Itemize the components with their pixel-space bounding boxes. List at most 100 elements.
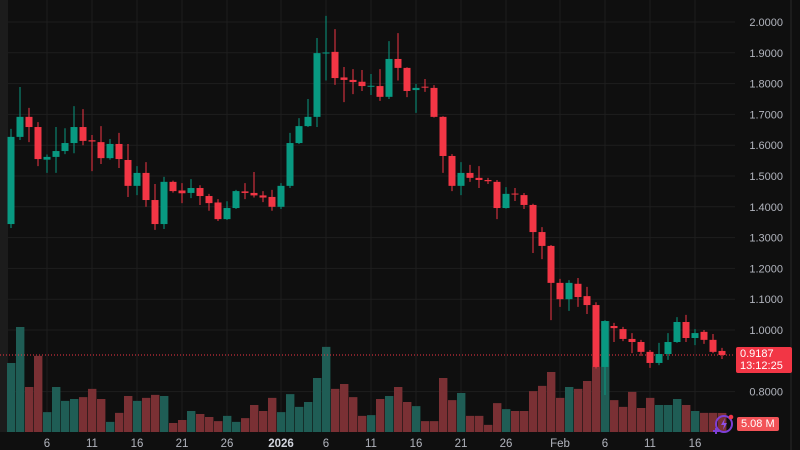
- candle-body-up: [7, 136, 15, 225]
- candle-body-down: [88, 140, 96, 142]
- candle-body-up: [133, 172, 141, 186]
- volume-bar: [295, 406, 304, 432]
- volume-bar: [70, 399, 79, 432]
- candle-body-down: [34, 127, 42, 160]
- candle-body-down: [637, 342, 645, 352]
- volume-bar: [286, 394, 295, 432]
- candle-body-down: [709, 339, 717, 352]
- volume-bar: [160, 396, 169, 432]
- candle-body-up: [313, 53, 321, 117]
- candle-body-down: [619, 329, 627, 339]
- volume-bar: [358, 415, 367, 432]
- candle-body-down: [475, 177, 483, 181]
- candle-body-down: [358, 81, 366, 87]
- price-axis[interactable]: 2.0000 1.9000 1.8000 1.7000 1.6000 1.5000 1.40…: [749, 17, 783, 399]
- candle-body-up: [160, 181, 168, 225]
- volume-bar: [142, 397, 151, 432]
- volume-bar: [574, 388, 583, 432]
- candle-body-down: [250, 192, 258, 196]
- candle-body-down: [538, 232, 546, 246]
- volume-bar: [637, 408, 646, 432]
- volume-bar: [61, 400, 70, 432]
- price-tick-label: 1.4000: [749, 202, 783, 214]
- price-tick-label: 0.8000: [749, 387, 783, 399]
- volume-bar: [484, 424, 493, 432]
- volume-bar: [232, 421, 241, 432]
- volume-bar: [223, 415, 232, 432]
- price-tick-label: 1.1000: [749, 294, 783, 306]
- volume-bar: [385, 396, 394, 432]
- candle-body-up: [277, 185, 285, 207]
- candle-body-down: [610, 325, 618, 329]
- volume-bar: [592, 366, 601, 432]
- volume-bar: [691, 411, 700, 432]
- volume-bar: [106, 421, 115, 432]
- candle-body-up: [664, 342, 672, 355]
- volume-bar: [610, 400, 619, 432]
- candle-body-down: [628, 338, 636, 343]
- volume-bar: [439, 378, 448, 432]
- candle-body-down: [205, 196, 213, 204]
- volume-bar: [349, 397, 358, 432]
- candle-body-down: [241, 191, 249, 193]
- volume-bar: [493, 403, 502, 432]
- candle-body-up: [106, 143, 114, 159]
- volume-bar: [583, 381, 592, 432]
- volume-bar: [628, 391, 637, 432]
- candle-body-down: [25, 116, 33, 128]
- candle-body-up: [322, 52, 330, 54]
- candle-body-down: [682, 321, 690, 339]
- volume-bar: [97, 399, 106, 432]
- candle-body-down: [511, 193, 519, 195]
- lightning-assistant-icon[interactable]: [713, 413, 735, 435]
- date-tick-label: 11: [86, 438, 98, 450]
- price-tick-label: 1.7000: [749, 109, 783, 121]
- volume-bar: [448, 400, 457, 432]
- candle-body-down: [259, 195, 267, 198]
- volume-bar: [466, 415, 475, 432]
- volume-bar: [214, 421, 223, 432]
- date-tick-label: 21: [176, 438, 189, 450]
- volume-bar: [79, 397, 88, 432]
- left-edge-strip: [0, 0, 8, 432]
- volume-bar: [88, 388, 97, 432]
- candle-body-down: [79, 127, 87, 141]
- volume-bar: [169, 423, 178, 432]
- candle-body-up: [601, 321, 609, 367]
- price-tick-label: 1.3000: [749, 233, 783, 245]
- volume-bar: [511, 411, 520, 432]
- candle-body-down: [448, 155, 456, 186]
- candle-body-down: [520, 195, 528, 205]
- candle-body-down: [439, 116, 447, 156]
- volume-bar: [34, 355, 43, 432]
- date-tick-label: 11: [365, 438, 377, 450]
- volume-bar: [421, 421, 430, 432]
- price-tick-label: 2.0000: [749, 17, 783, 29]
- date-tick-label: 16: [689, 438, 702, 450]
- time-axis[interactable]: 6 11 16 21 26 2026 6 11 16 21 26 Feb 6 11 16: [44, 438, 702, 450]
- volume-bar: [565, 387, 574, 432]
- volume-bar: [25, 387, 34, 432]
- volume-bar: [331, 388, 340, 432]
- candle-body-down: [214, 202, 222, 220]
- price-tick-label: 1.6000: [749, 140, 783, 152]
- date-tick-label: Feb: [550, 438, 570, 450]
- candle-body-down: [493, 181, 501, 209]
- candle-body-down: [376, 86, 384, 97]
- volume-bar: [547, 372, 556, 432]
- volume-bar: [16, 327, 25, 432]
- candle-body-up: [304, 116, 312, 127]
- volume-bar: [313, 378, 322, 432]
- volume-bar: [394, 387, 403, 432]
- candle-body-up: [232, 191, 240, 209]
- candle-body-up: [70, 127, 78, 144]
- date-tick-label: 26: [500, 438, 513, 450]
- candle-body-up: [502, 193, 510, 209]
- bar-countdown: 13:12:25: [740, 360, 783, 372]
- candle-body-up: [691, 333, 699, 339]
- candle-body-down: [718, 350, 726, 356]
- candle-body-down: [331, 51, 339, 79]
- candle-body-down: [394, 58, 402, 68]
